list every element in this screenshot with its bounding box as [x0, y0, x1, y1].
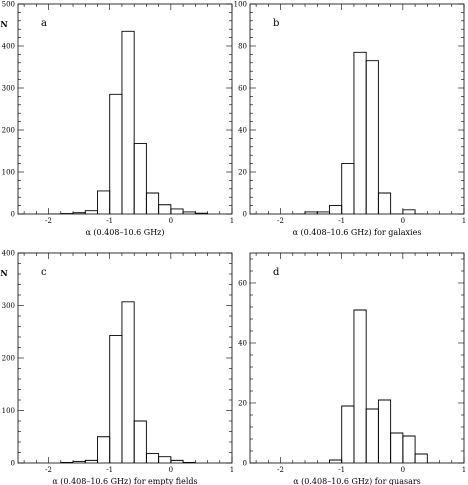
histogram-bar	[414, 453, 428, 463]
y-tick-label: 40	[238, 340, 247, 348]
histogram-panel-c: -2 -1 0 1 0 100 200 300 400 N c α (0.408–10.6 GHz) …	[0, 250, 234, 485]
x-tick-label: -1	[338, 217, 345, 225]
y-tick-label: 400	[2, 43, 15, 51]
x-axis-label: α (0.408–10.6 GHz) for empty fields	[52, 477, 197, 485]
histogram-bar	[353, 309, 367, 463]
histogram-bar	[60, 462, 74, 463]
histogram-bar	[377, 399, 392, 463]
histogram-bar	[341, 405, 355, 463]
plot-frame	[17, 3, 233, 215]
x-tick-label: 1	[230, 217, 234, 225]
y-tick-label: 500	[2, 1, 15, 9]
histogram-bar	[194, 212, 208, 214]
y-tick-label: 300	[2, 302, 15, 310]
panel-letter: d	[273, 267, 280, 278]
histogram-bar	[158, 204, 172, 214]
x-tick-label: -2	[277, 217, 284, 225]
y-tick-label: 60	[238, 280, 247, 288]
histogram-bar	[329, 205, 343, 214]
y-tick-label: 300	[2, 85, 15, 93]
y-tick-label: 100	[2, 407, 15, 415]
x-tick-label: 1	[462, 217, 466, 225]
x-tick-label: -1	[338, 466, 345, 474]
histogram-bars	[48, 30, 208, 214]
histogram-bar	[97, 190, 111, 214]
histogram-bar	[133, 142, 147, 214]
panel-letter: b	[273, 18, 279, 29]
y-tick-label: 60	[238, 85, 247, 93]
histogram-bar	[145, 192, 160, 214]
histogram-bar	[402, 435, 416, 463]
histogram-bar	[390, 432, 404, 463]
y-tick-label: 20	[238, 400, 247, 408]
histogram-bar	[158, 456, 172, 463]
x-axis-label: α (0.408–10.6 GHz)	[85, 228, 164, 237]
histogram-bar	[121, 30, 135, 214]
y-tick-label: 20	[238, 169, 247, 177]
x-tick-label: 0	[169, 217, 173, 225]
histogram-bar	[170, 208, 184, 214]
histogram-bars	[60, 301, 196, 463]
x-axis-label: α (0.408–10.6 GHz) for galaxies	[293, 228, 422, 237]
histogram-panel-a: -2 -1 0 1 0 100 200 300 400 500 N a α (0.408–10.6 GH…	[0, 1, 234, 238]
x-tick-label: -2	[277, 466, 284, 474]
x-tick-label: 1	[230, 466, 234, 474]
x-tick-label: 0	[169, 466, 173, 474]
y-tick-label: 0	[243, 211, 247, 219]
histogram-bar	[365, 408, 379, 463]
histogram-bars	[329, 309, 440, 463]
histogram-bar	[377, 192, 392, 214]
x-tick-label: 1	[462, 466, 466, 474]
histogram-bar	[133, 420, 147, 463]
histogram-bar	[353, 51, 367, 214]
y-axis-label: N	[0, 268, 7, 278]
y-tick-label: 0	[243, 460, 247, 468]
y-axis-label: N	[0, 19, 7, 29]
y-tick-label: 200	[2, 355, 15, 363]
panel-letter: a	[41, 18, 47, 29]
y-tick-label: 40	[238, 127, 247, 135]
x-tick-label: 0	[401, 466, 405, 474]
histogram-bar	[121, 301, 135, 463]
histogram-bar	[341, 163, 355, 214]
y-tick-label: 0	[11, 211, 15, 219]
plot-frame	[249, 3, 465, 215]
x-tick-label: -1	[106, 217, 113, 225]
y-tick-label: 100	[234, 1, 247, 9]
histogram-bar	[97, 436, 111, 463]
histogram-bar	[170, 459, 184, 463]
y-tick-label: 80	[238, 43, 247, 51]
x-axis-label: α (0.408–10.6 GHz) for quasars	[293, 477, 421, 485]
x-tick-label: -2	[45, 217, 52, 225]
y-tick-label: 0	[11, 460, 15, 468]
y-tick-label: 100	[2, 169, 15, 177]
histogram-bar	[145, 453, 160, 463]
histogram-bars	[292, 51, 428, 214]
histogram-bar	[402, 209, 416, 214]
histogram-bar	[365, 60, 379, 214]
y-tick-label: 200	[2, 127, 15, 135]
x-tick-label: 0	[401, 217, 405, 225]
histogram-bar	[84, 210, 98, 214]
histogram-bar	[182, 462, 196, 463]
x-tick-label: -2	[45, 466, 52, 474]
histogram-bar	[109, 93, 123, 214]
histogram-bar	[329, 459, 343, 463]
plot-frame	[249, 252, 465, 464]
histogram-bar	[109, 334, 123, 463]
plot-frame	[17, 252, 233, 464]
y-tick-label: 400	[2, 250, 15, 258]
panel-letter: c	[41, 267, 47, 278]
x-tick-label: -1	[106, 466, 113, 474]
